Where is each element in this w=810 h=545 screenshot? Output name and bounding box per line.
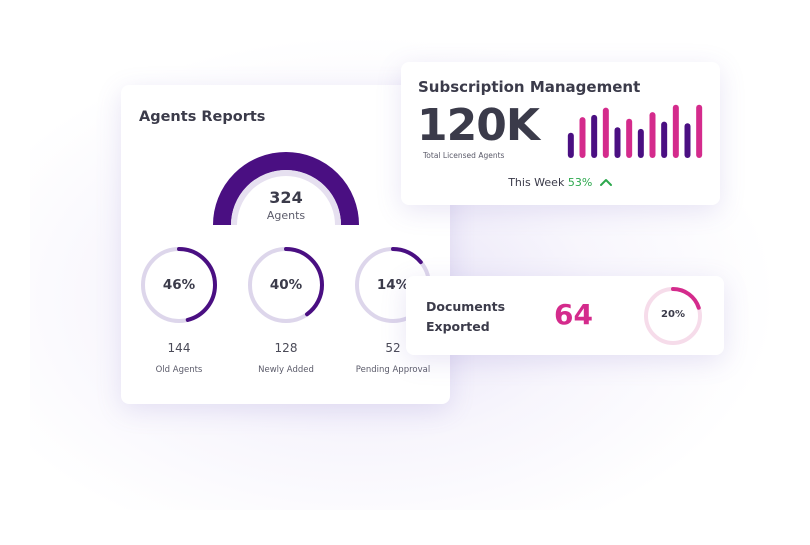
this-week-row: This Week 53% — [401, 176, 720, 189]
subscription-bar — [602, 107, 609, 158]
old-agents-label: Old Agents — [155, 365, 203, 375]
subscription-bar — [672, 104, 679, 158]
subscription-title: Subscription Management — [418, 78, 641, 96]
newly-added-ring — [248, 247, 324, 323]
subscription-bar-chart — [567, 104, 703, 158]
subscription-bar — [591, 114, 598, 158]
subscription-bar — [614, 127, 621, 158]
documents-progress-ring — [644, 287, 702, 345]
subscription-bar — [637, 128, 644, 158]
newly-added-label: Newly Added — [258, 365, 314, 375]
newly-added-percent: 40% — [269, 277, 303, 293]
documents-percent: 20% — [661, 309, 685, 320]
total-agents-value: 324 — [269, 188, 303, 207]
subscription-bar — [696, 104, 703, 158]
subscription-bar — [661, 121, 668, 158]
agents-semicircle-gauge — [213, 152, 359, 225]
this-week-percent: 53% — [567, 176, 593, 189]
newly-added-count: 128 — [274, 341, 298, 355]
documents-exported-value: 64 — [554, 298, 593, 331]
subscription-bar — [684, 123, 691, 158]
old-agents-ring — [141, 247, 217, 323]
subscription-bar — [567, 132, 574, 158]
agents-reports-title: Agents Reports — [139, 109, 266, 125]
subscription-bar — [626, 118, 633, 158]
old-agents-percent: 46% — [162, 277, 196, 293]
documents-exported-card: Documents Exported 64 20% — [406, 276, 724, 355]
documents-label-line2: Exported — [426, 319, 490, 334]
pending-approval-label: Pending Approval — [355, 365, 431, 375]
this-week-label: This Week — [508, 176, 565, 189]
documents-exported-label: Documents Exported — [426, 297, 526, 337]
subscription-bar — [649, 112, 656, 158]
pending-approval-percent: 14% — [376, 277, 410, 293]
subscription-bar — [579, 117, 586, 158]
total-agents-label: Agents — [266, 209, 306, 222]
licensed-agents-caption: Total Licensed Agents — [423, 151, 505, 160]
old-agents-count: 144 — [167, 341, 191, 355]
documents-label-line1: Documents — [426, 299, 506, 314]
subscription-management-card: Subscription Management 120K Total Licen… — [401, 62, 720, 205]
pending-approval-count: 52 — [385, 341, 401, 355]
agents-reports-card: Agents Reports 324 Agents 46% 144 Old Ag… — [121, 85, 450, 404]
licensed-agents-value: 120K — [417, 100, 540, 151]
arrow-up-icon — [599, 179, 612, 186]
